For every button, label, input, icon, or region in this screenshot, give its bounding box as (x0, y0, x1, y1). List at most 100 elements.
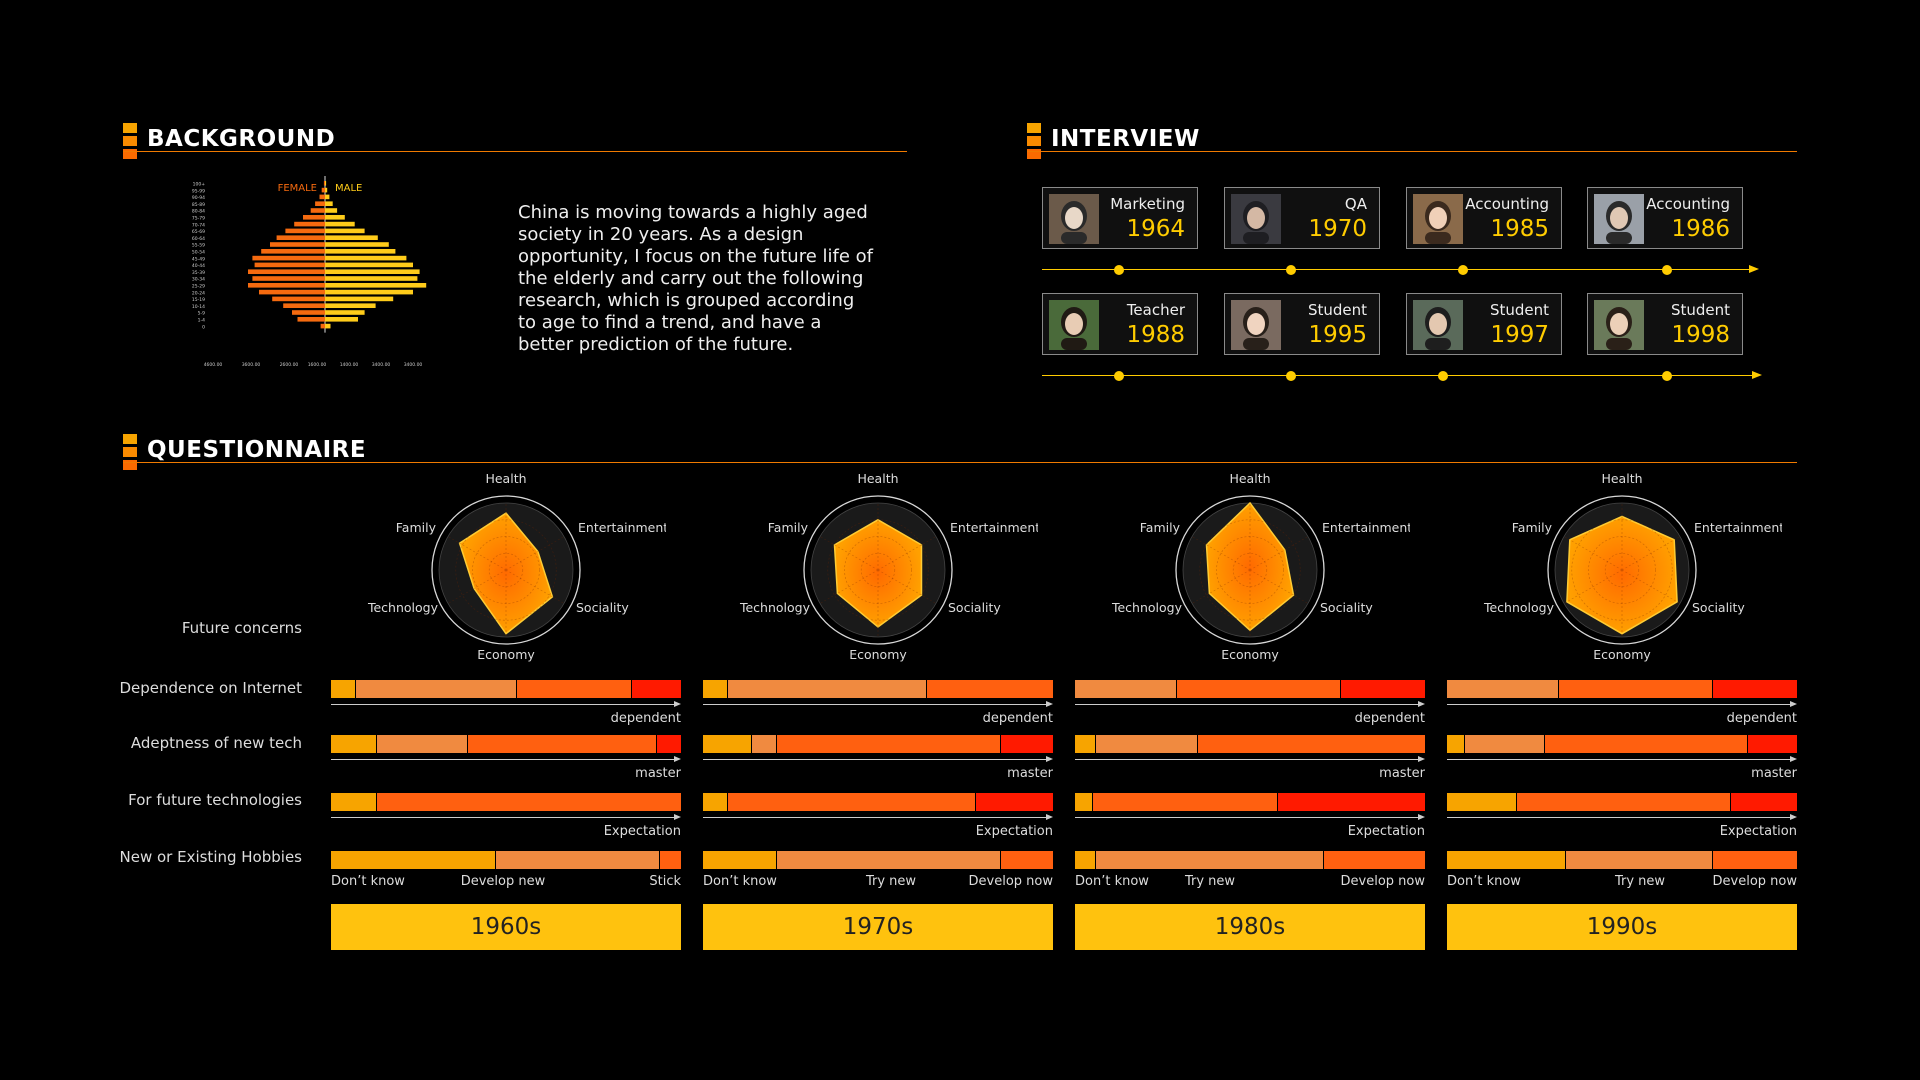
interviewee-card[interactable]: Teacher 1988 (1042, 293, 1198, 355)
bar-segment (1517, 793, 1731, 811)
pyramid-age-label: 20-24 (192, 290, 205, 296)
radar-spoke (505, 536, 565, 571)
pyramid-bar-male (325, 201, 333, 206)
interviewee-card[interactable]: Accounting 1985 (1406, 187, 1562, 249)
radar-spoke (1621, 536, 1681, 571)
bar-segment (1713, 680, 1797, 698)
radar-data-polygon (458, 512, 554, 635)
pyramid-x-tick: 3400.00 (404, 362, 423, 366)
scale-end-label: Expectation (975, 824, 1053, 839)
pyramid-age-label: 45-49 (192, 256, 205, 262)
pyramid-bar-male (325, 194, 330, 200)
radar-spoke (447, 536, 507, 571)
radar-grid-ring (1216, 536, 1284, 604)
decade-label: 1960s (331, 904, 681, 950)
radar-spoke (1249, 536, 1309, 571)
scale-line (1075, 817, 1418, 818)
radar-axis-label: Family (1140, 520, 1181, 535)
avatar (1413, 300, 1463, 350)
pyramid-age-label: 15-19 (192, 297, 205, 303)
bar-segment (1176, 680, 1341, 698)
bar-segment (632, 680, 681, 698)
bar-tech (703, 735, 1053, 753)
future-concerns-radar: Health Entertainment Sociality Economy Techn… (1483, 471, 1782, 662)
interviewee-card[interactable]: Student 1998 (1587, 293, 1743, 355)
interviewee-card[interactable]: Accounting 1986 (1587, 187, 1743, 249)
interviewee-card[interactable]: QA 1970 (1224, 187, 1380, 249)
bar-segment (1559, 680, 1713, 698)
future-concerns-radar: Health Entertainment Sociality Economy Techn… (1111, 471, 1410, 662)
bar-segment (1075, 851, 1096, 869)
pyramid-bar-female (315, 201, 325, 206)
pyramid-bar-male (325, 221, 355, 227)
radar-grid-ring (1571, 519, 1673, 621)
scale-arrow (1075, 701, 1425, 709)
interviewee-card[interactable]: Student 1997 (1406, 293, 1562, 355)
radar-axis-label: Health (1601, 471, 1642, 486)
bar-segment (976, 793, 1053, 811)
bar-segment (752, 735, 777, 753)
pyramid-bar-female (285, 228, 325, 234)
pyramid-bar-female (310, 208, 325, 213)
bar-segment (1096, 851, 1324, 869)
interview-header: INTERVIEW (1027, 123, 1797, 163)
background-header: BACKGROUND (123, 123, 907, 163)
pyramid-age-label: 5-9 (198, 311, 205, 317)
hobby-scale-label: Try new (865, 874, 917, 889)
hobby-scale-label: Don’t know (1075, 874, 1149, 889)
bar-tech (331, 735, 681, 753)
pyramid-bar-male (325, 215, 345, 220)
radar-grid-ring (455, 519, 557, 621)
pyramid-age-label: 85-89 (192, 202, 205, 208)
scale-arrow (1075, 814, 1425, 822)
scale-line (1447, 817, 1790, 818)
interviewee-birth-year: 1995 (1308, 322, 1367, 348)
pyramid-female-label: FEMALE (278, 183, 317, 194)
bar-future (703, 793, 1053, 811)
bar-segment (1447, 793, 1517, 811)
bar-hobbies (1075, 851, 1425, 869)
arrow-icon (1790, 756, 1797, 762)
scale-line (1075, 759, 1418, 760)
bar-segment (1278, 793, 1425, 811)
bar-segment (727, 680, 927, 698)
hobby-scale-label: Stick (649, 874, 681, 889)
scale-end-label: master (1379, 766, 1425, 781)
radar-grid-ring (1232, 552, 1268, 588)
pyramid-bar-female (321, 187, 325, 193)
pyramid-bar-female (292, 310, 325, 315)
bar-segment (467, 735, 657, 753)
future-concerns-radar: Health Entertainment Sociality Economy Techn… (367, 471, 666, 662)
timeline-dot (1662, 371, 1672, 381)
radar-grid-ring (844, 536, 912, 604)
interviewee-card[interactable]: Marketing 1964 (1042, 187, 1198, 249)
bar-segment (703, 680, 728, 698)
pyramid-age-label: 1-4 (198, 318, 205, 324)
pyramid-bar-female (272, 296, 325, 302)
scale-end-label: dependent (1354, 711, 1425, 726)
pyramid-age-label: 55-59 (192, 243, 205, 249)
pyramid-bar-female (270, 242, 325, 247)
radar-outer-ring (803, 495, 953, 645)
bar-segment (1000, 735, 1053, 753)
scale-arrow (703, 701, 1053, 709)
bar-segment (331, 793, 377, 811)
bar-segment (927, 680, 1053, 698)
bar-hobbies (703, 851, 1053, 869)
interviewee-birth-year: 1998 (1671, 322, 1730, 348)
bar-segment (1730, 793, 1797, 811)
scale-end-label: master (635, 766, 681, 781)
divider (1027, 151, 1797, 152)
hobby-scale-label: Develop now (1340, 874, 1425, 889)
radar-grid-ring (1588, 536, 1656, 604)
interviewee-card[interactable]: Student 1995 (1224, 293, 1380, 355)
bar-segment (1075, 793, 1093, 811)
bar-segment (703, 735, 752, 753)
bar-segment (331, 851, 496, 869)
pyramid-bar-male (325, 269, 420, 274)
timeline-dot (1438, 371, 1448, 381)
timeline-line (1042, 269, 1749, 270)
divider (123, 151, 907, 152)
scale-line (703, 817, 1046, 818)
bar-internet (1447, 680, 1797, 698)
